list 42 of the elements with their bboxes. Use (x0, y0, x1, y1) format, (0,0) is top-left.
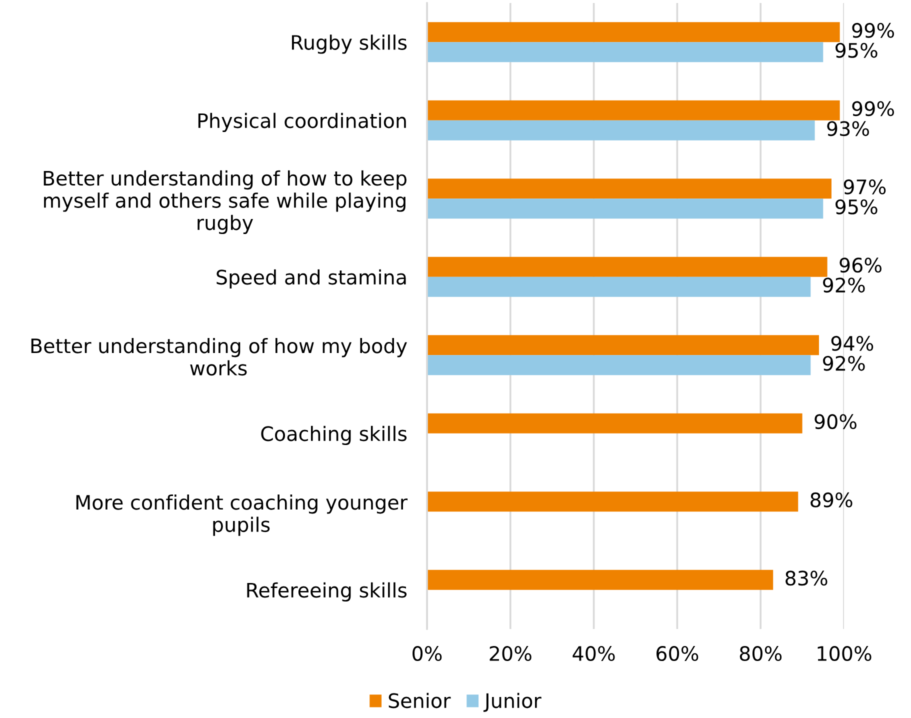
y-tick-label: Coaching skills (261, 426, 407, 446)
y-tick-label: Rugby skills (292, 34, 407, 54)
data-label: 97% (844, 179, 886, 194)
data-label: 99% (852, 101, 894, 116)
y-tick-label: Refereeing skills (247, 582, 407, 602)
bar (427, 355, 811, 376)
y-tick-label: Better understanding of how to keep myself and others safe while playing rugby (44, 170, 406, 234)
legend-label: Senior (388, 692, 451, 708)
bar (427, 120, 815, 140)
data-label: 95% (836, 199, 878, 214)
data-label: 93% (827, 121, 869, 136)
bar (427, 335, 819, 356)
bar (427, 413, 802, 434)
bar (427, 100, 840, 120)
data-label: 89% (810, 492, 852, 508)
data-label: 90% (814, 414, 856, 430)
y-tick-label: Better understanding of how my body works (31, 338, 407, 376)
x-tick-label: 20% (490, 646, 532, 662)
bar (427, 42, 824, 62)
data-label: 92% (823, 278, 865, 293)
data-label: 95% (836, 42, 878, 58)
data-label: 83% (786, 570, 828, 586)
bar (427, 570, 774, 590)
bar (427, 256, 828, 277)
x-tick-label: 40% (572, 646, 615, 662)
legend-label: Junior (483, 692, 542, 712)
bar (427, 276, 811, 297)
x-tick-label: 80% (740, 646, 782, 662)
y-tick-label: Physical coordination (198, 112, 406, 132)
x-tick-label: 0% (412, 646, 442, 662)
bar (427, 198, 824, 219)
bar (427, 492, 798, 512)
bar (427, 22, 840, 42)
y-tick-label: More confident coaching younger pupils (76, 494, 408, 536)
bar (427, 178, 832, 199)
data-label: 99% (852, 22, 894, 38)
x-tick-label: 100% (818, 646, 872, 662)
data-label: 94% (831, 336, 874, 351)
data-label: 92% (823, 356, 865, 371)
x-tick-label: 60% (656, 646, 698, 662)
data-label: 96% (840, 258, 882, 273)
y-tick-label: Speed and stamina (216, 269, 406, 289)
